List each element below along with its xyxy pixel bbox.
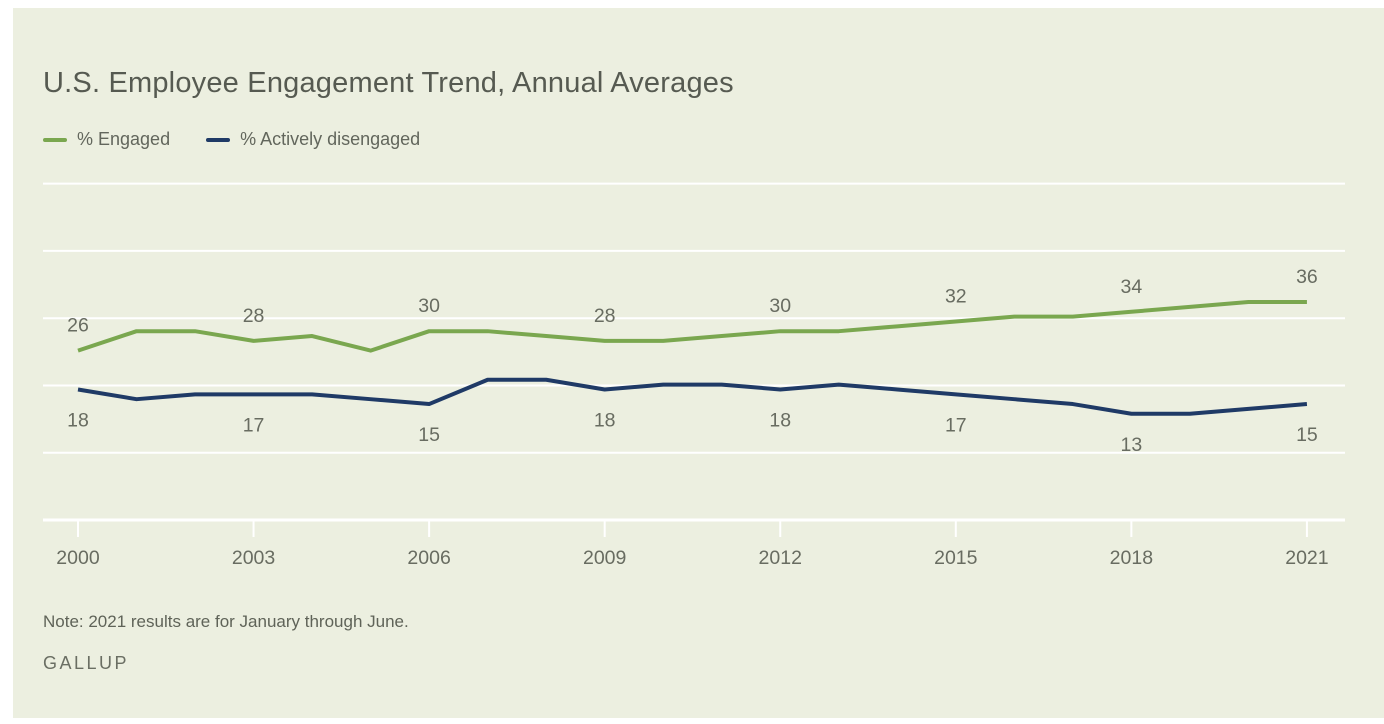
legend-item-disengaged: % Actively disengaged: [206, 129, 420, 150]
chart-title: U.S. Employee Engagement Trend, Annual A…: [43, 67, 734, 100]
value-label-actively-disengaged: 18: [769, 409, 791, 431]
legend-label-engaged: % Engaged: [77, 129, 171, 149]
legend: % Engaged % Actively disengaged: [43, 129, 420, 150]
value-label-engaged: 26: [67, 315, 89, 337]
value-label-engaged: 30: [418, 295, 440, 317]
value-label-actively-disengaged: 18: [594, 409, 616, 431]
value-label-actively-disengaged: 15: [1296, 424, 1318, 446]
value-label-actively-disengaged: 13: [1121, 434, 1143, 456]
gallup-logo: GALLUP: [43, 653, 130, 673]
value-label-actively-disengaged: 18: [67, 409, 89, 431]
value-label-engaged: 36: [1296, 266, 1318, 288]
note-text: Note: 2021 results are for January throu…: [43, 612, 409, 631]
legend-line-disengaged-icon: [206, 137, 231, 142]
x-axis-label: 2003: [232, 547, 275, 569]
value-label-actively-disengaged: 15: [418, 424, 440, 446]
x-axis-label: 2021: [1285, 547, 1328, 569]
x-axis-label: 2000: [56, 547, 100, 569]
value-label-engaged: 28: [594, 305, 616, 327]
value-label-actively-disengaged: 17: [945, 414, 967, 436]
x-axis-label: 2012: [759, 547, 802, 569]
x-axis-label: 2009: [583, 547, 626, 569]
legend-line-engaged-icon: [43, 137, 67, 142]
value-label-engaged: 34: [1121, 276, 1143, 298]
x-axis-label: 2018: [1110, 547, 1153, 569]
x-axis-label: 2015: [934, 547, 978, 569]
value-label-actively-disengaged: 17: [243, 414, 265, 436]
value-label-engaged: 28: [243, 305, 265, 327]
x-axis-label: 2006: [407, 547, 450, 569]
series-line-actively-disengaged: [77, 377, 1308, 416]
legend-item-engaged: % Engaged: [43, 129, 170, 150]
value-label-engaged: 30: [769, 295, 791, 317]
chart-card: U.S. Employee Engagement Trend, Annual A…: [13, 8, 1384, 718]
series-line-engaged: [77, 300, 1307, 353]
value-label-engaged: 32: [945, 285, 967, 307]
legend-label-disengaged: % Actively disengaged: [240, 129, 421, 149]
